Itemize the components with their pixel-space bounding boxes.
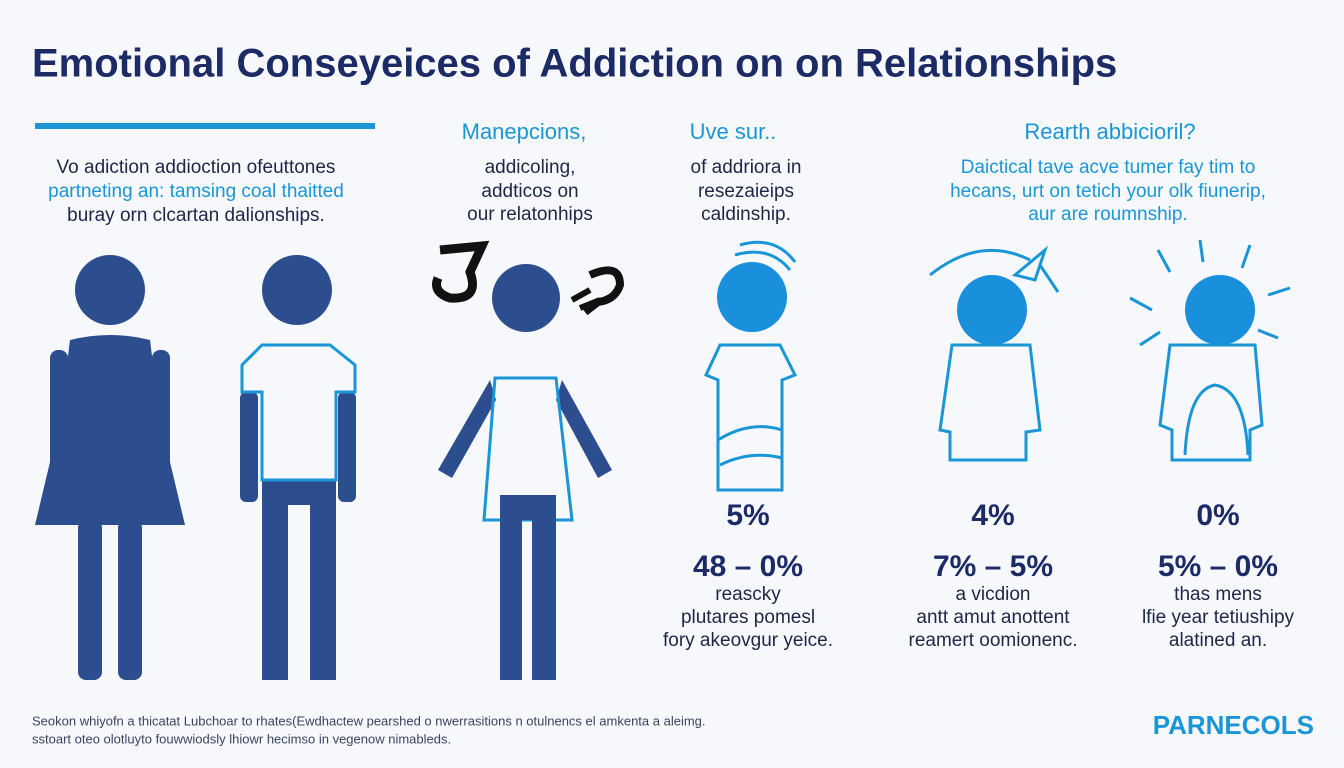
column-heading: Uve sur.. <box>690 119 777 144</box>
light-figure <box>703 240 798 492</box>
stat-range: 5% – 0% <box>1158 550 1278 583</box>
stat-value: 0% <box>1196 499 1239 532</box>
stat-line: reamert oomionenc. <box>909 630 1078 651</box>
footer-line: Seokon whiyofn a thicatat Lubchoar to rh… <box>32 713 706 728</box>
man-figure <box>240 255 357 680</box>
stat-line: thas mens <box>1174 584 1262 605</box>
footer-line: sstoart oteo olotluyto fouwwiodsly lhiow… <box>32 731 451 746</box>
title: Emotional Conseyeices of Addiction on on… <box>32 42 1117 86</box>
intro-line: buray orn clcartan dalionships. <box>67 205 325 226</box>
stat-range: 48 – 0% <box>693 550 803 583</box>
column-heading: Rearth abbicioril? <box>1024 119 1195 144</box>
stressed-figure <box>1129 239 1291 462</box>
column-line: caldinship. <box>701 204 791 225</box>
stat-value: 5% <box>726 499 769 532</box>
brand: PARNECOLS <box>1153 710 1314 740</box>
stat-line: lfie year tetiushipy <box>1142 607 1295 628</box>
column-line: aur are roumnship. <box>1028 204 1187 225</box>
stat-value: 4% <box>971 499 1014 532</box>
woman-figure <box>35 255 185 680</box>
column-line: addicoling, <box>485 157 576 178</box>
column-line: of addriora in <box>691 157 802 178</box>
column-heading: Manepcions, <box>462 119 587 144</box>
pointing-figure <box>929 245 1060 462</box>
stat-line: reascky <box>715 584 781 605</box>
stat-line: alatined an. <box>1169 630 1267 651</box>
stat-line: a vicdion <box>956 584 1031 605</box>
column-line: resezaieips <box>698 181 794 202</box>
accent-line <box>35 123 375 129</box>
intro-line: partneting an: tamsing coal thaitted <box>48 181 344 202</box>
confused-figure <box>432 240 625 680</box>
intro-line: Vo adiction addioction ofeuttones <box>57 157 336 178</box>
column-line: addticos on <box>481 181 578 202</box>
column-line: hecans, urt on tetich your olk fiunerip, <box>950 181 1266 202</box>
stat-range: 7% – 5% <box>933 550 1053 583</box>
stat-line: antt amut anottent <box>916 607 1070 628</box>
column-line: Daictical tave acve tumer fay tim to <box>961 157 1256 178</box>
column-line: our relatonhips <box>467 204 593 225</box>
stat-line: fory akeovgur yeice. <box>663 630 833 651</box>
stat-line: plutares pomesl <box>681 607 815 628</box>
